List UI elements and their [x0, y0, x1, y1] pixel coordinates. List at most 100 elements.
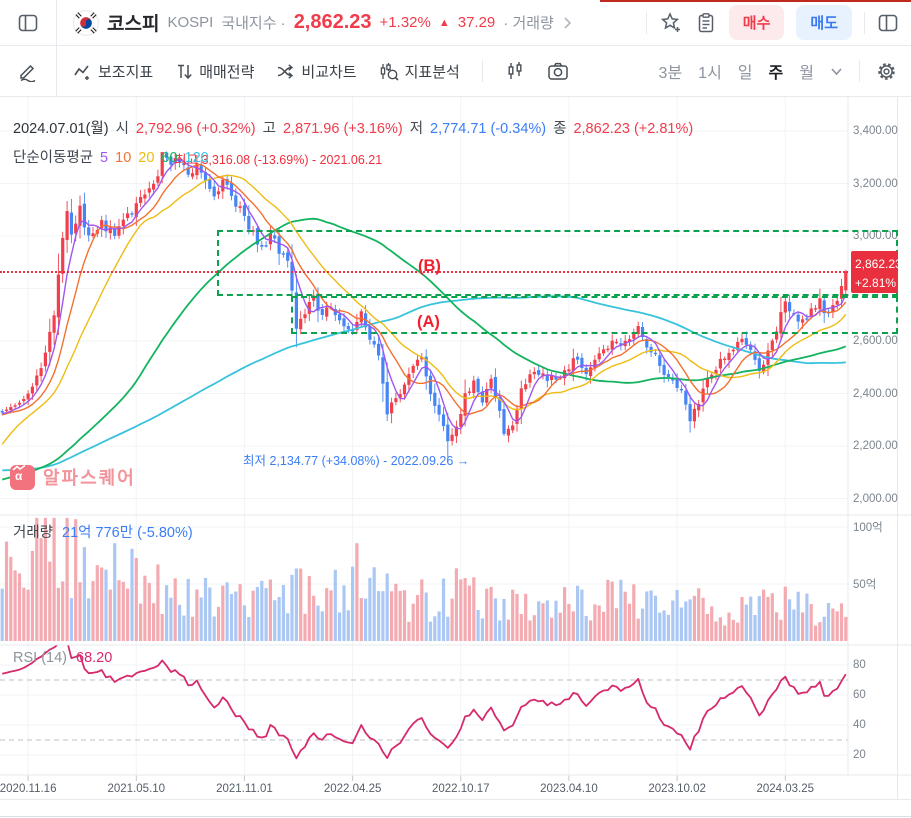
left-panel-toggle[interactable]: [17, 12, 39, 34]
toolbar: 보조지표 매매전략 비교차트 지표분석 3분 1시: [0, 46, 911, 97]
date-axis-label: 2021.11.01: [216, 783, 273, 795]
price-axis-label: 3,400.00: [853, 125, 898, 137]
rsi-value: 68.20: [76, 650, 113, 666]
date-axis-label: 2024.03.25: [756, 783, 815, 795]
alphasquare-logo-icon: α: [10, 464, 35, 490]
buy-button[interactable]: 매수: [728, 5, 785, 40]
toolbar-item-label: 보조지표: [98, 63, 154, 81]
timeframe-day[interactable]: 일: [737, 65, 753, 82]
chevron-down-icon: [831, 67, 842, 75]
volume-panel-header: 거래량 21억 776만 (-5.80%): [13, 521, 193, 542]
svg-text:α: α: [15, 469, 23, 483]
toolbar-item-analysis[interactable]: 지표분석: [379, 61, 460, 82]
date-axis-label: 2021.05.10: [107, 783, 166, 795]
zone-label-B: (B): [418, 257, 441, 275]
ma-period-10: 10: [115, 150, 132, 166]
current-price: 2,862.23: [293, 11, 372, 33]
divider: [859, 60, 860, 82]
shuffle-icon: [278, 63, 294, 79]
volume-axis-label: 50억: [853, 579, 877, 591]
rsi-axis-label: 40: [853, 719, 866, 731]
timeframe-3min[interactable]: 3분: [658, 65, 683, 82]
right-panel-toggle[interactable]: [877, 12, 899, 34]
price-axis-label: 2,400.00: [853, 387, 898, 400]
ma-period-60: 60: [161, 150, 178, 166]
header: 코스피 KOSPI 국내지수 · 2,862.23 +1.32% ▲ 37.29…: [0, 0, 911, 46]
pencil-icon: [20, 64, 36, 82]
watermark-text: 알파스퀘어: [43, 468, 136, 488]
highest-price-annotation: 최고 3,316.08 (-13.69%) - 2021.06.21: [175, 153, 383, 167]
timeframe-week[interactable]: 주: [768, 65, 784, 82]
order-book-button[interactable]: [695, 12, 717, 34]
window-bottom-edge: [0, 816, 911, 817]
ma-period-5: 5: [100, 150, 109, 166]
ma-period-20: 20: [138, 150, 155, 166]
rsi-axis-label: 80: [853, 659, 866, 671]
rsi-label: RSI (14): [13, 650, 67, 666]
favorite-star-button[interactable]: [659, 11, 683, 35]
close-label: 종: [553, 121, 567, 137]
chart-area[interactable]: 2024.07.01(월) 시 2,792.96 (+0.32%) 고 2,87…: [0, 97, 911, 818]
ma-period-120: 120: [184, 150, 209, 166]
alphasquare-watermark: α 알파스퀘어: [10, 464, 136, 490]
toolbar-item-compare[interactable]: 비교차트: [276, 61, 357, 82]
camera-icon: [548, 62, 568, 80]
toolbar-item-indicators[interactable]: 보조지표: [73, 61, 153, 82]
price-axis-label: 2,600.00: [853, 335, 898, 347]
screenshot-button[interactable]: [547, 61, 569, 81]
ma-legend-label: 단순이동평균: [13, 150, 94, 166]
rsi-panel-header: RSI (14) 68.20: [13, 650, 112, 666]
date-axis-label: 2023.10.02: [648, 783, 706, 795]
high-value: 2,871.96 (+3.16%): [282, 121, 403, 137]
star-plus-icon: [660, 11, 680, 32]
sell-button[interactable]: 매도: [796, 5, 852, 40]
panel-right-icon: [878, 14, 898, 31]
indicator-line-icon: [74, 65, 89, 80]
candle-magnifier-icon: [380, 62, 399, 81]
change-percent: +1.32%: [379, 14, 431, 31]
rsi-axis-label: 20: [853, 749, 866, 761]
drawing-tools-button[interactable]: [17, 60, 39, 82]
lowest-price-annotation: 최저 2,134.77 (+34.08%) - 2022.09.26 →: [243, 454, 470, 468]
ma-legend: 단순이동평균 5 10 20 60 120: [13, 146, 209, 167]
date-axis-label: 2023.04.10: [540, 783, 598, 795]
up-down-arrows-icon: [178, 64, 192, 79]
volume-value: 21억 776만 (-5.80%): [62, 525, 193, 541]
price-volume-rsi-chart[interactable]: [0, 97, 911, 800]
toolbar-item-label: 매매전략: [199, 63, 255, 81]
market-type: 국내지수 ·: [221, 15, 286, 32]
toolbar-item-strategy[interactable]: 매매전략: [175, 61, 254, 82]
price-axis-label: 3,000.00: [853, 230, 898, 242]
drawn-zone-A: [291, 296, 898, 334]
ohlc-info-bar: 2024.07.01(월) 시 2,792.96 (+0.32%) 고 2,87…: [13, 117, 693, 138]
chevron-right-icon[interactable]: [562, 16, 572, 30]
chart-settings-button[interactable]: [876, 61, 897, 82]
price-axis-label: 2,000.00: [853, 492, 898, 505]
change-absolute: 37.29: [457, 14, 496, 31]
timeframe-1hour[interactable]: 1시: [698, 65, 722, 82]
divider: [481, 60, 483, 82]
volume-axis-label: 100억: [853, 522, 883, 534]
gear-icon: [878, 62, 895, 80]
timeframe-dropdown[interactable]: [830, 67, 843, 76]
korea-flag-icon: [73, 9, 99, 36]
symbol-title: 코스피: [107, 14, 160, 35]
current-price-tag: 2,862.23 +2.81%: [851, 251, 902, 293]
price-axis-label: 2,200.00: [853, 440, 898, 452]
date-axis-label: 2020.11.16: [0, 783, 57, 795]
divider: [864, 11, 865, 34]
toolbar-item-label: 지표분석: [404, 63, 460, 81]
zone-label-A: (A): [417, 313, 440, 331]
panel-left-icon: [18, 14, 38, 31]
drawn-zone-B: [217, 230, 898, 296]
timeframe-month[interactable]: 월: [799, 65, 814, 82]
volume-link-label[interactable]: · 거래량: [503, 15, 554, 32]
rsi-axis-label: 60: [853, 689, 866, 701]
chart-type-button[interactable]: [505, 61, 525, 81]
clipboard-icon: [698, 12, 714, 32]
up-triangle-icon: ▲: [438, 16, 450, 29]
date-axis-label: 2022.10.17: [431, 783, 490, 795]
symbol-code: KOSPI: [167, 14, 214, 31]
open-label: 시: [115, 121, 129, 137]
volume-label: 거래량: [13, 525, 54, 541]
